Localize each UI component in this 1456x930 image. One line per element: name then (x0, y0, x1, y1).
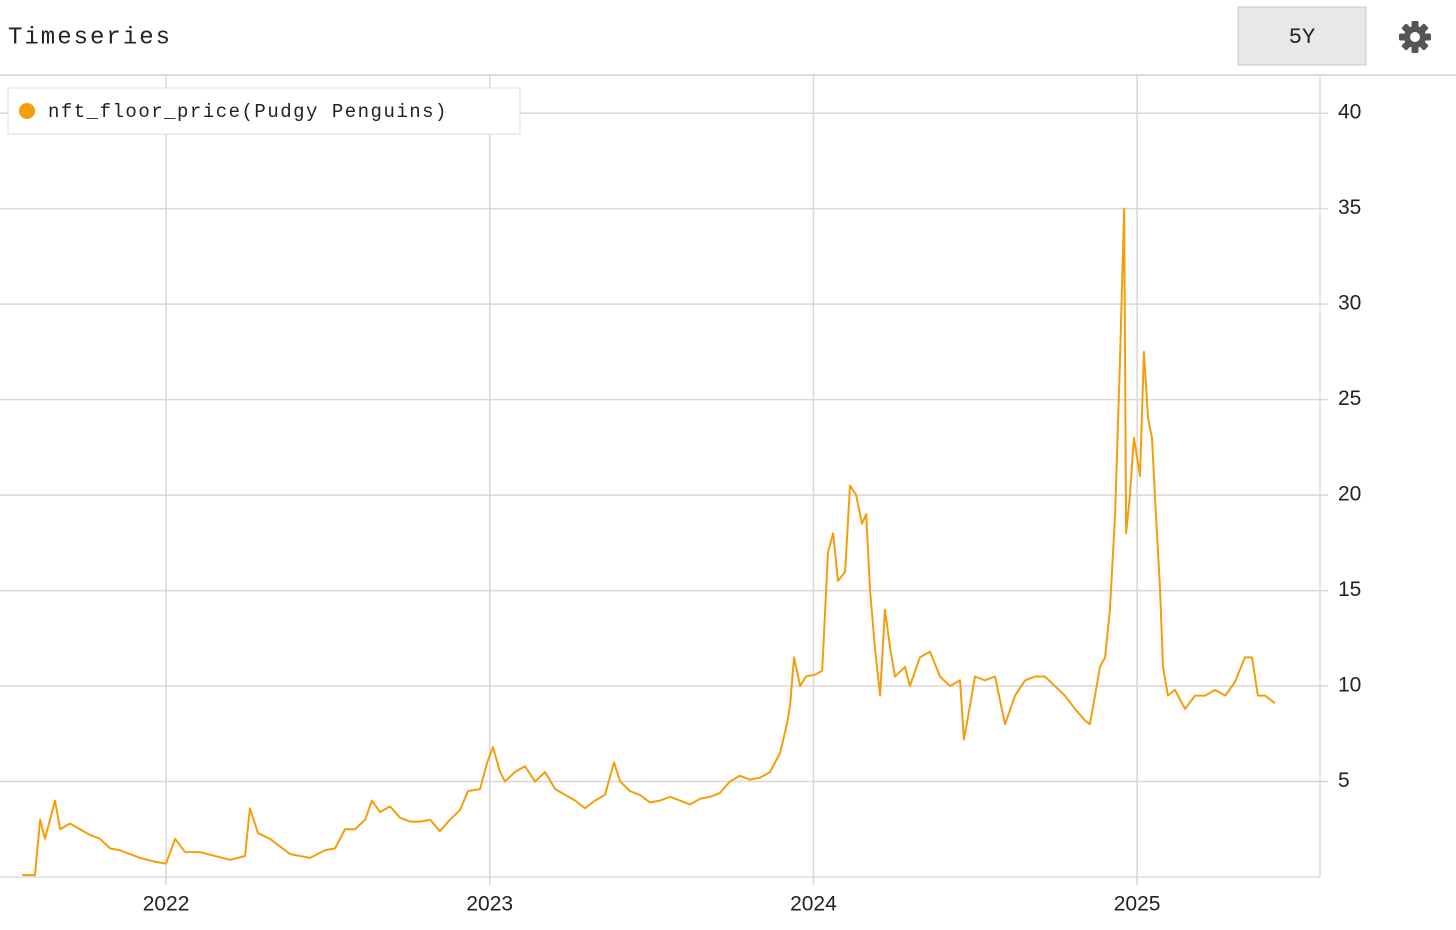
gear-hole[interactable] (1410, 32, 1420, 42)
y-tick-label: 10 (1338, 674, 1361, 697)
series-line (22, 207, 1276, 877)
range-button-label[interactable]: 5Y (1289, 25, 1315, 50)
legend-box (7, 87, 521, 135)
x-tick-label: 2025 (1114, 893, 1161, 916)
range-button-box[interactable] (1237, 6, 1367, 66)
y-tick-label: 35 (1338, 196, 1361, 219)
x-tick-label: 2022 (143, 893, 190, 916)
range-button[interactable]: 5Y (1237, 6, 1367, 66)
y-tick-label: 5 (1338, 769, 1350, 792)
x-tick-label: 2024 (790, 893, 837, 916)
legend-label: nft_floor_price(Pudgy Penguins) (48, 101, 448, 123)
y-tick-label: 30 (1338, 292, 1361, 315)
settings-icon[interactable] (1399, 21, 1431, 53)
y-tick-label: 25 (1338, 387, 1361, 410)
y-tick-label: 15 (1338, 578, 1361, 601)
x-tick-label: 2023 (466, 893, 513, 916)
y-tick-label: 20 (1338, 483, 1361, 506)
y-tick-label: 40 (1338, 101, 1361, 124)
panel-title: Timeseries (8, 24, 172, 51)
legend-swatch (19, 103, 35, 119)
